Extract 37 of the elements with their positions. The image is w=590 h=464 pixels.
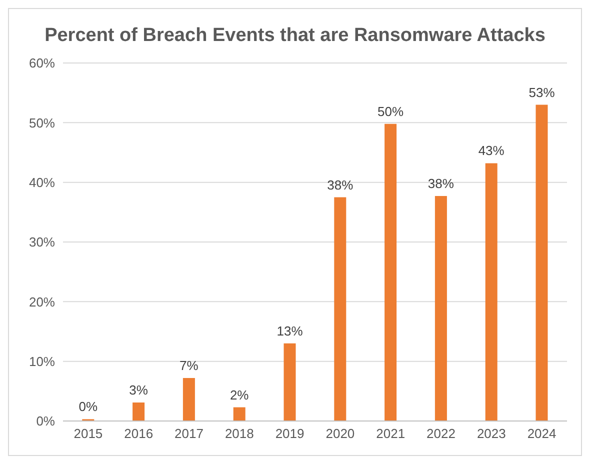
data-label: 0% — [78, 399, 98, 414]
x-tick-label: 2016 — [124, 426, 154, 442]
y-tick-label: 40% — [28, 174, 56, 190]
y-tick-label: 60% — [28, 56, 56, 71]
y-tick-label: 10% — [28, 354, 56, 369]
x-tick-label: 2018 — [224, 426, 254, 442]
data-label: 38% — [327, 177, 354, 192]
bar — [182, 378, 195, 421]
x-tick-label: 2020 — [326, 426, 355, 442]
data-label: 7% — [180, 358, 199, 374]
x-tick-label: 2017 — [174, 426, 204, 442]
data-label: 3% — [129, 382, 148, 398]
y-tick-label: 0% — [36, 414, 56, 429]
bar — [284, 343, 296, 421]
x-tick-label: 2015 — [74, 426, 103, 442]
data-label: 53% — [528, 84, 556, 100]
y-tick-label: 20% — [28, 294, 56, 310]
bar — [132, 402, 145, 421]
x-tick-label: 2022 — [426, 426, 456, 442]
x-tick-label: 2024 — [527, 426, 556, 442]
chart-title: Percent of Breach Events that are Ransomware Attacks — [44, 25, 546, 48]
data-label: 43% — [478, 143, 505, 158]
x-tick-label: 2021 — [376, 426, 406, 442]
y-tick-label: 30% — [28, 234, 56, 250]
x-tick-label: 2023 — [476, 426, 506, 442]
bar — [334, 197, 346, 421]
x-tick-label: 2019 — [275, 426, 304, 442]
data-label: 50% — [378, 104, 404, 119]
bar — [384, 124, 397, 421]
data-label: 38% — [428, 176, 454, 192]
bar — [434, 196, 447, 421]
y-tick-label: 50% — [28, 115, 56, 130]
bar — [233, 407, 246, 421]
data-label: 13% — [276, 323, 304, 338]
bar — [485, 163, 498, 421]
data-label: 2% — [230, 387, 250, 402]
bar — [536, 104, 548, 421]
